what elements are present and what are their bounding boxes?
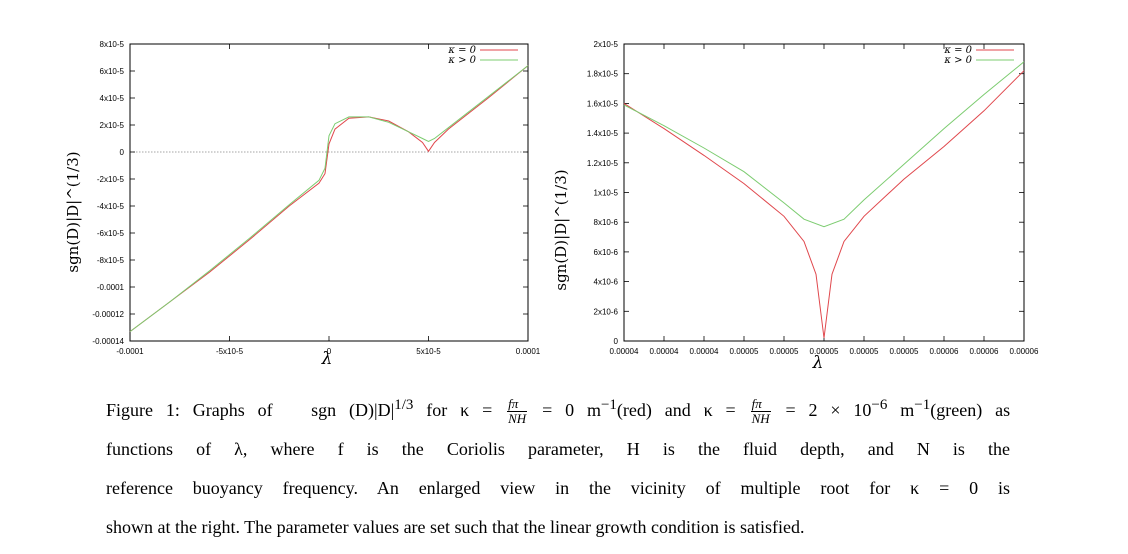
y-tick-label: 1.2x10-5 xyxy=(587,159,619,168)
x-axis-label: λ xyxy=(321,349,333,369)
y-tick-label: 1.8x10-5 xyxy=(587,70,619,79)
y-axis-label: sgn(D)|D|^(1/3) xyxy=(552,169,570,290)
y-tick-label: 1.4x10-5 xyxy=(587,129,619,138)
caption-text: = 0 m xyxy=(542,400,601,420)
y-tick-label: 2x10-5 xyxy=(594,40,619,49)
y-tick-label: 0 xyxy=(614,337,619,346)
y-tick-label: 1x10-5 xyxy=(594,189,619,198)
legend-label: κ > 0 xyxy=(943,55,972,66)
series-line-red xyxy=(623,70,1025,339)
x-tick-label: 0 xyxy=(327,347,332,356)
fraction-denominator: NH xyxy=(751,411,770,427)
caption-expression: sgn (D)|D| xyxy=(311,400,395,420)
y-tick-label: 2x10-5 xyxy=(100,121,125,130)
y-axis-label: sgn(D)|D|^(1/3) xyxy=(64,151,82,272)
series-line-green xyxy=(129,65,529,333)
x-tick-label: 0.00004 xyxy=(650,347,679,356)
caption-exponent: −1 xyxy=(600,397,617,413)
caption-text: Figure 1: Graphs of xyxy=(106,400,273,420)
y-tick-label: 2x10-6 xyxy=(594,307,619,316)
series-line-red xyxy=(129,65,529,333)
figure-plots: 8x10-5 6x10-5 4x10-5 2x10-5 0 -2x10-5 -4x10-5 -… xyxy=(64,40,1039,373)
y-tick-label: 4x10-5 xyxy=(100,94,125,103)
fraction-numerator: fπ xyxy=(750,397,771,413)
y-tick-label: -8x10-5 xyxy=(97,256,125,265)
plot-frame xyxy=(129,43,529,342)
y-tick-label: 0 xyxy=(120,148,125,157)
x-tick-label: 0.00005 xyxy=(890,347,919,356)
legend-label: κ > 0 xyxy=(447,55,476,66)
figure-caption: Figure 1: Graphs of sgn (D)|D|1/3 for κ … xyxy=(106,386,1010,547)
caption-line-3: reference buoyancy frequency. An enlarge… xyxy=(106,478,1010,498)
fraction: fπ NH xyxy=(750,397,771,427)
caption-exponent: −6 xyxy=(871,397,888,413)
y-tick-label: -2x10-5 xyxy=(97,175,125,184)
caption-line-4: shown at the right. The parameter values… xyxy=(106,517,805,537)
plot-frame xyxy=(623,43,1025,342)
x-tick-label: -5x10-5 xyxy=(216,347,244,356)
x-tick-label: 5x10-5 xyxy=(416,347,441,356)
y-tick-label: -4x10-5 xyxy=(97,202,125,211)
y-tick-label: 6x10-5 xyxy=(100,67,125,76)
caption-text: m xyxy=(900,400,915,420)
x-axis-label: λ xyxy=(812,353,824,373)
caption-text: (green) as xyxy=(930,400,1011,420)
x-tick-label: 0.0001 xyxy=(516,347,541,356)
legend-label: κ = 0 xyxy=(447,45,476,56)
caption-exponent: 1/3 xyxy=(394,397,414,413)
y-tick-label: 6x10-6 xyxy=(594,248,619,257)
y-tick-label: 8x10-5 xyxy=(100,40,125,49)
y-tick-label: 8x10-6 xyxy=(594,218,619,227)
y-tick-label: -0.0001 xyxy=(97,283,125,292)
x-tick-label: 0.00005 xyxy=(770,347,799,356)
x-tick-label: 0.00006 xyxy=(1010,347,1039,356)
caption-text: (red) and κ = xyxy=(616,400,736,420)
fraction-denominator: NH xyxy=(508,411,527,427)
caption-line-1: Figure 1: Graphs of sgn (D)|D|1/3 for κ … xyxy=(106,386,1010,430)
y-tick-label: 4x10-6 xyxy=(594,278,619,287)
y-tick-label: -0.00012 xyxy=(92,310,124,319)
plot-right-enlarged: 2x10-5 1.8x10-5 1.6x10-5 1.4x10-5 1.2x10-5 1x… xyxy=(552,40,1039,373)
legend-label: κ = 0 xyxy=(943,45,972,56)
x-tick-label: 0.00005 xyxy=(850,347,879,356)
fraction: fπ NH xyxy=(507,397,528,427)
y-tick-label: -6x10-5 xyxy=(97,229,125,238)
x-tick-label: 0.00005 xyxy=(810,347,839,356)
caption-line-2: functions of λ, where f is the Coriolis … xyxy=(106,439,1010,459)
y-tick-label: -0.00014 xyxy=(92,337,124,346)
x-tick-label: 0.00005 xyxy=(730,347,759,356)
x-tick-label: -0.0001 xyxy=(116,347,144,356)
caption-exponent: −1 xyxy=(914,397,931,413)
x-tick-label: 0.00006 xyxy=(970,347,999,356)
x-tick-label: 0.00004 xyxy=(690,347,719,356)
caption-text: for κ = xyxy=(426,400,493,420)
plot-left: 8x10-5 6x10-5 4x10-5 2x10-5 0 -2x10-5 -4x10-5 -… xyxy=(64,40,541,369)
caption-text: = 2 × 10 xyxy=(785,400,872,420)
series-line-green xyxy=(623,61,1025,228)
fraction-numerator: fπ xyxy=(507,397,528,413)
y-tick-label: 1.6x10-5 xyxy=(587,99,619,108)
x-tick-label: 0.00006 xyxy=(930,347,959,356)
x-tick-label: 0.00004 xyxy=(610,347,639,356)
